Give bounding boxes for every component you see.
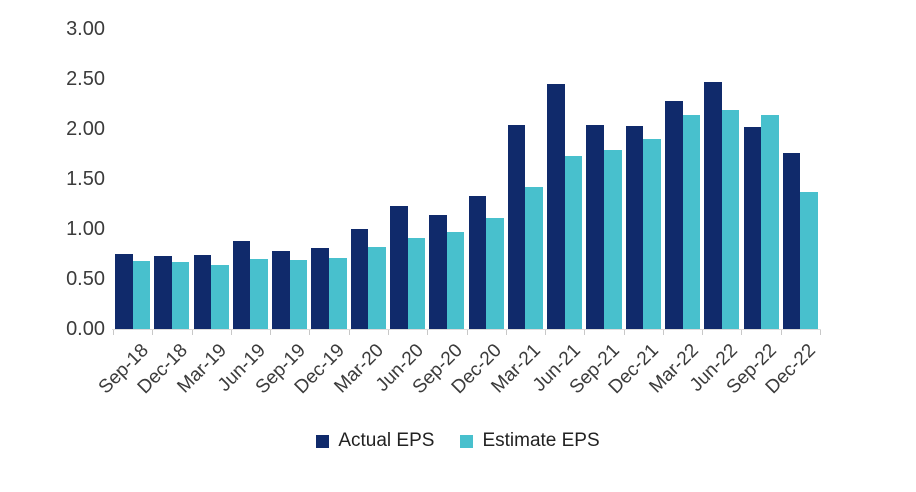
- estimate-eps-bar-dec-18: [171, 262, 190, 329]
- actual-eps-bar-jun-20: [390, 206, 408, 329]
- estimate-eps-bar-sep-19: [289, 260, 308, 329]
- estimate-eps-bar-jun-19: [250, 259, 269, 329]
- x-axis-tick: [387, 330, 389, 335]
- actual-eps-bar-sep-21: [586, 125, 604, 329]
- legend-label-estimate: Estimate EPS: [482, 430, 600, 451]
- actual-eps-bar-jun-22: [704, 82, 722, 329]
- x-axis-tick: [466, 330, 468, 335]
- estimate-eps-swatch-icon: [460, 434, 474, 448]
- estimate-eps-bar-mar-19: [211, 265, 229, 329]
- estimate-eps-bar-jun-22: [721, 110, 740, 329]
- actual-eps-bar-sep-22: [743, 127, 762, 329]
- x-axis-tick: [623, 330, 625, 335]
- x-axis-line: [112, 329, 821, 330]
- plot-area: [113, 29, 820, 329]
- estimate-eps-bar-mar-22: [682, 115, 701, 329]
- estimate-eps-bar-sep-21: [603, 150, 622, 329]
- y-axis-label-2.00: 2.00: [66, 118, 105, 140]
- actual-eps-bar-mar-20: [350, 229, 369, 329]
- x-axis-tick: [820, 330, 821, 335]
- x-axis-tick: [427, 330, 429, 335]
- actual-eps-bar-mar-22: [664, 101, 683, 329]
- y-axis-label-0.00: 0.00: [66, 318, 105, 340]
- actual-eps-bar-dec-19: [311, 248, 330, 329]
- y-axis-label-3.00: 3.00: [66, 18, 105, 40]
- actual-eps-bar-dec-20: [468, 196, 487, 329]
- x-axis-tick: [662, 330, 664, 335]
- x-axis-tick: [780, 330, 782, 335]
- estimate-eps-bar-sep-22: [761, 115, 779, 329]
- estimate-eps-bar-jun-20: [407, 238, 426, 329]
- actual-eps-bar-sep-19: [272, 251, 290, 329]
- estimate-eps-bar-mar-20: [368, 247, 386, 329]
- estimate-eps-bar-jun-21: [564, 156, 583, 329]
- x-axis-tick: [505, 330, 507, 335]
- x-axis-tick: [230, 330, 232, 335]
- y-axis-label-0.50: 0.50: [66, 268, 105, 290]
- chart-legend: Actual EPS Estimate EPS: [0, 430, 916, 452]
- estimate-eps-bar-sep-20: [446, 232, 465, 329]
- x-axis-tick: [191, 330, 193, 335]
- estimate-eps-bar-dec-21: [643, 139, 661, 329]
- y-axis-label-2.50: 2.50: [66, 68, 105, 90]
- x-axis-tick: [270, 330, 272, 335]
- x-axis-tick: [702, 330, 704, 335]
- x-axis-tick: [741, 330, 743, 335]
- actual-eps-bar-sep-20: [429, 215, 447, 329]
- actual-eps-bar-jun-19: [232, 241, 251, 329]
- actual-eps-bar-dec-21: [625, 126, 644, 329]
- actual-eps-bar-dec-18: [154, 256, 172, 329]
- x-axis-tick: [113, 330, 114, 335]
- y-axis-label-1.50: 1.50: [66, 168, 105, 190]
- x-axis-tick: [348, 330, 350, 335]
- x-axis-tick: [309, 330, 311, 335]
- estimate-eps-bar-dec-20: [486, 218, 504, 329]
- actual-eps-bar-dec-22: [782, 153, 801, 329]
- y-axis-label-1.00: 1.00: [66, 218, 105, 240]
- x-axis-tick: [152, 330, 154, 335]
- legend-label-actual: Actual EPS: [338, 430, 435, 451]
- x-axis-tick: [545, 330, 547, 335]
- actual-eps-bar-jun-21: [547, 84, 565, 329]
- estimate-eps-bar-mar-21: [525, 187, 543, 329]
- x-axis-tick: [584, 330, 586, 335]
- estimate-eps-bar-dec-22: [800, 192, 818, 329]
- actual-eps-swatch-icon: [316, 434, 330, 448]
- legend-item-estimate: Estimate EPS: [460, 430, 600, 452]
- actual-eps-bar-mar-21: [507, 125, 526, 329]
- actual-eps-bar-mar-19: [193, 255, 212, 329]
- estimate-eps-bar-dec-19: [329, 258, 347, 329]
- actual-eps-bar-sep-18: [115, 254, 133, 329]
- estimate-eps-bar-sep-18: [132, 261, 151, 329]
- legend-item-actual: Actual EPS: [316, 430, 434, 452]
